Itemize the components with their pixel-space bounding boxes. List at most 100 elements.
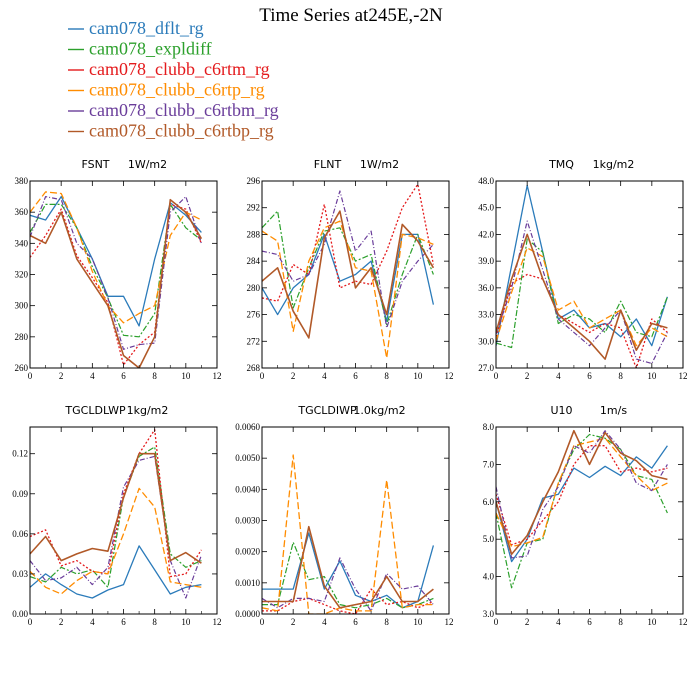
x-tick-label: 6 [587, 617, 592, 627]
legend-item: cam078_expldiff [68, 39, 212, 59]
series-line [262, 454, 434, 614]
y-tick-label: 45.0 [478, 203, 494, 213]
series-line [30, 203, 202, 338]
y-tick-label: 0.0000 [235, 609, 260, 619]
series-line [262, 532, 435, 609]
panel-title: U10 [550, 404, 572, 417]
x-tick-label: 2 [59, 617, 64, 627]
series-line [262, 210, 434, 326]
y-tick-label: 292 [247, 203, 261, 213]
panel-title: FLNT [314, 158, 342, 171]
x-tick-label: 12 [213, 617, 222, 627]
y-tick-label: 0.0020 [235, 547, 260, 557]
legend-item: cam078_clubb_c6rtm_rg [68, 59, 270, 79]
series-line [30, 429, 202, 578]
y-tick-label: 30.0 [478, 336, 494, 346]
legend-item: cam078_clubb_c6rtp_rg [68, 80, 265, 100]
y-tick-label: 27.0 [478, 363, 494, 373]
y-tick-label: 0.0050 [235, 453, 260, 463]
y-tick-label: 380 [15, 176, 29, 186]
y-tick-label: 8.0 [483, 422, 495, 432]
x-tick-label: 4 [90, 371, 95, 381]
series-line [262, 183, 435, 302]
series-line [30, 487, 202, 595]
y-tick-label: 268 [247, 363, 261, 373]
x-tick-label: 12 [679, 617, 688, 627]
x-tick-label: 8 [384, 617, 389, 627]
series-line [30, 191, 202, 324]
y-tick-label: 0.0040 [235, 484, 260, 494]
x-tick-label: 8 [384, 371, 389, 381]
y-tick-label: 42.0 [478, 229, 494, 239]
x-tick-label: 6 [587, 371, 592, 381]
y-tick-label: 0.00 [12, 609, 28, 619]
series-line [30, 446, 202, 588]
plot-frame [495, 180, 684, 369]
y-tick-label: 33.0 [478, 310, 494, 320]
legend-label: cam078_clubb_c6rtm_rg [89, 59, 270, 79]
x-tick-label: 6 [353, 617, 358, 627]
series-line [496, 445, 668, 563]
x-tick-label: 0 [260, 371, 265, 381]
y-tick-label: 296 [247, 176, 261, 186]
y-tick-label: 48.0 [478, 176, 494, 186]
series-line [496, 430, 668, 559]
x-tick-label: 2 [291, 371, 296, 381]
series-line [262, 588, 434, 614]
y-tick-label: 288 [247, 229, 261, 239]
series-line [30, 198, 203, 368]
series-line [262, 557, 434, 612]
x-tick-label: 0 [28, 371, 33, 381]
legend-label: cam078_expldiff [89, 39, 212, 59]
y-tick-label: 0.0010 [235, 578, 260, 588]
legend-item: cam078_dflt_rg [68, 18, 204, 38]
y-tick-label: 0.06 [12, 529, 28, 539]
series-line [262, 210, 435, 339]
y-tick-label: 0.0030 [235, 516, 260, 526]
series-line [496, 429, 668, 556]
panel-tgcldlwp: TGCLDLWP 1kg/m2 0 2 4 6 8 10 12 0.00 0.03 0.06 0.09 0… [12, 404, 221, 627]
x-tick-label: 0 [494, 371, 499, 381]
y-tick-label: 272 [247, 336, 261, 346]
panel-unit: 1W/m2 [360, 158, 399, 171]
series-line [496, 220, 668, 365]
legend: cam078_dflt_rgcam078_expldiffcam078_club… [68, 18, 279, 141]
x-tick-label: 8 [618, 371, 623, 381]
y-tick-label: 260 [15, 363, 29, 373]
series-line [496, 184, 669, 347]
panel-fsnt: FSNT 1W/m2 0 2 4 6 8 10 12 260 280 300 320 340 360 380 [15, 158, 222, 381]
legend-label: cam078_clubb_c6rtp_rg [89, 80, 265, 100]
x-tick-label: 6 [353, 371, 358, 381]
plot-frame [495, 426, 684, 615]
x-tick-label: 0 [494, 617, 499, 627]
legend-label: cam078_dflt_rg [89, 18, 204, 38]
y-tick-label: 3.0 [483, 609, 495, 619]
y-tick-label: 0.12 [12, 449, 28, 459]
x-tick-label: 6 [121, 371, 126, 381]
y-tick-label: 4.0 [483, 572, 495, 582]
x-tick-label: 12 [445, 371, 454, 381]
series-line [262, 190, 434, 329]
y-tick-label: 36.0 [478, 283, 494, 293]
y-tick-label: 284 [247, 256, 261, 266]
panel-title: TMQ [548, 158, 574, 171]
y-tick-label: 0.0060 [235, 422, 260, 432]
x-tick-label: 4 [322, 617, 327, 627]
plot-frame [261, 426, 450, 615]
y-tick-label: 300 [15, 301, 29, 311]
series-line [262, 220, 434, 359]
x-tick-label: 10 [647, 371, 657, 381]
y-tick-label: 7.0 [483, 459, 495, 469]
panel-unit: 1kg/m2 [593, 158, 635, 171]
series-line [30, 203, 202, 366]
x-tick-label: 2 [59, 371, 64, 381]
x-tick-label: 10 [647, 617, 657, 627]
plot-frame [29, 180, 218, 369]
panel-title: TGCLDIWP [297, 404, 357, 417]
series-line [262, 525, 434, 609]
panel-tmq: TMQ 1kg/m2 0 2 4 6 8 10 12 27.0 30.0 33.0 36.0 39.0 42… [478, 158, 687, 381]
y-tick-label: 0.09 [12, 489, 28, 499]
series-line [496, 437, 668, 548]
panel-u10: U10 1m/s 0 2 4 6 8 10 12 3.0 4.0 5.0 6.0 7.0 8.0 [483, 404, 688, 627]
x-tick-label: 12 [445, 617, 454, 627]
